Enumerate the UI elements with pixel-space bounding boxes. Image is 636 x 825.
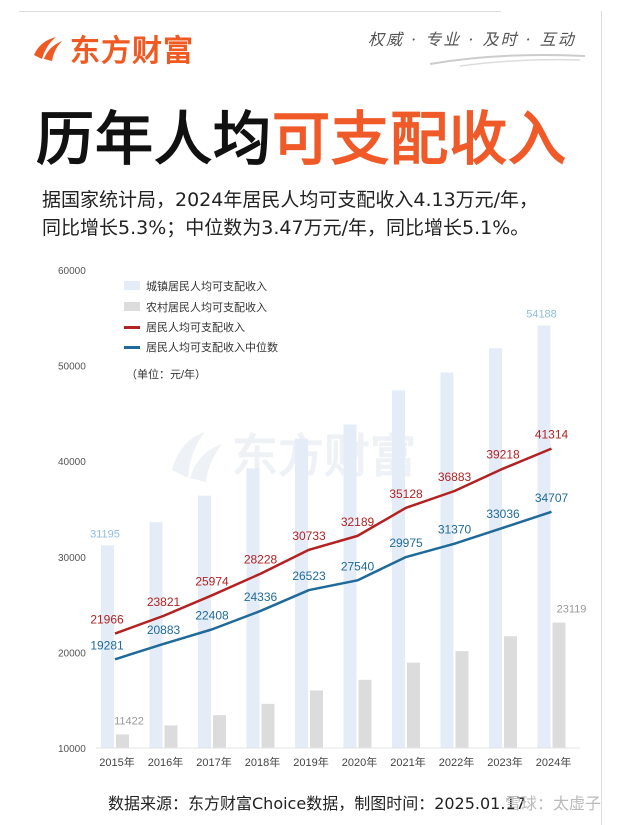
rural-bar xyxy=(504,636,517,748)
mean-point-label: 21966 xyxy=(90,613,124,627)
slogan: 权威 · 专业 · 及时 · 互动 xyxy=(368,30,576,49)
median-line xyxy=(114,510,552,661)
rural-bar xyxy=(310,690,323,748)
x-tick-label: 2018年 xyxy=(245,755,280,769)
x-tick-label: 2024年 xyxy=(536,755,571,769)
urban-bar xyxy=(149,522,163,748)
legend-label: 农村居民人均可支配收入 xyxy=(146,300,267,314)
legend-swatch-urban xyxy=(124,281,140,290)
brand-swoosh-icon xyxy=(34,37,62,61)
title-black-part: 历年人均 xyxy=(36,105,273,173)
y-tick-label: 30000 xyxy=(58,553,86,564)
y-tick-label: 10000 xyxy=(58,744,86,755)
urban-bar xyxy=(537,325,551,748)
urban-bar xyxy=(343,424,357,748)
urban-bar-label: 31195 xyxy=(90,528,120,540)
legend-swatch-rural xyxy=(124,302,140,311)
median-point-label: 29975 xyxy=(389,536,423,550)
subtitle-line: 同比增长5.3%；中位数为3.47万元/年，同比增长5.1%。 xyxy=(42,217,530,239)
slogan-swoosh xyxy=(429,54,586,67)
data-source: 数据来源：东方财富Choice数据，制图时间：2025.01.17 xyxy=(108,794,526,813)
median-point-label: 27540 xyxy=(341,559,375,573)
x-tick-label: 2016年 xyxy=(148,755,183,769)
legend-swatch-mean xyxy=(124,326,140,329)
median-point-label: 33036 xyxy=(486,507,520,521)
x-tick-label: 2022年 xyxy=(439,755,474,769)
mean-point-label: 23821 xyxy=(147,595,181,609)
page-title: 历年人均可支配收入 xyxy=(36,92,567,176)
mean-line xyxy=(114,447,552,635)
frame-border xyxy=(19,11,501,12)
mean-point-label: 28228 xyxy=(244,553,278,567)
x-tick-label: 2021年 xyxy=(390,755,425,769)
legend-label: 居民人均可支配收入中位数 xyxy=(146,340,278,354)
rural-bar xyxy=(261,703,275,748)
x-tick-label: 2015年 xyxy=(99,755,134,769)
median-point-label: 31370 xyxy=(438,523,472,537)
y-tick-label: 40000 xyxy=(58,457,86,468)
y-tick-label: 50000 xyxy=(58,362,86,373)
chart-watermark: 东方财富 xyxy=(172,430,416,482)
legend-label: 城镇居民人均可支配收入 xyxy=(146,279,267,293)
x-tick-label: 2020年 xyxy=(342,755,377,769)
rural-bar xyxy=(213,715,226,748)
rural-bar xyxy=(455,651,469,748)
median-point-label: 26523 xyxy=(292,569,326,583)
median-point-label: 19281 xyxy=(90,638,124,652)
title-orange-part: 可支配收入 xyxy=(272,105,568,173)
rural-bar xyxy=(407,662,420,748)
median-point-label: 22408 xyxy=(195,608,229,622)
median-point-label: 34707 xyxy=(535,491,569,505)
mean-point-label: 30733 xyxy=(292,529,326,543)
mean-point-label: 25974 xyxy=(195,574,229,588)
brand-name: 东方财富 xyxy=(70,34,194,69)
y-tick-label: 60000 xyxy=(58,266,86,277)
unit-note: （单位：元/年） xyxy=(126,367,206,381)
urban-bar xyxy=(101,545,114,748)
x-tick-label: 2019年 xyxy=(293,755,328,769)
rural-bar-label: 11422 xyxy=(114,715,144,727)
legend-swatch-median xyxy=(124,346,140,349)
urban-bar xyxy=(489,348,502,748)
legend-label: 居民人均可支配收入 xyxy=(146,320,245,334)
urban-bar xyxy=(246,468,260,748)
median-point-label: 20883 xyxy=(147,623,181,637)
urban-bar xyxy=(392,390,405,748)
watermark-xueqiu: 雪球：太虚子 xyxy=(505,794,602,813)
mean-point-label: 39218 xyxy=(486,448,520,462)
rural-bar xyxy=(552,622,566,748)
mean-point-label: 35128 xyxy=(389,487,423,501)
watermark-text: 东方财富 xyxy=(232,430,416,482)
rural-bar xyxy=(358,679,372,748)
urban-bar xyxy=(440,372,454,748)
frame-border xyxy=(601,11,602,825)
subtitle-line: 据国家统计局，2024年居民人均可支配收入4.13万元/年， xyxy=(42,189,539,211)
mean-point-label: 32189 xyxy=(341,515,375,529)
median-point-label: 24336 xyxy=(244,590,278,604)
mean-point-label: 41314 xyxy=(535,428,569,442)
y-tick-label: 20000 xyxy=(58,648,86,659)
x-tick-label: 2023年 xyxy=(487,755,522,769)
rural-bar-label: 23119 xyxy=(557,604,587,616)
x-tick-label: 2017年 xyxy=(196,755,231,769)
rural-bar xyxy=(116,734,129,748)
urban-bar-label: 54188 xyxy=(526,309,557,321)
urban-bar xyxy=(198,495,211,748)
mean-point-label: 36883 xyxy=(438,470,472,484)
brand-logo: 东方财富 xyxy=(30,26,194,70)
subtitle: 据国家统计局，2024年居民人均可支配收入4.13万元/年， 同比增长5.3%；… xyxy=(42,186,602,242)
rural-bar xyxy=(164,725,178,748)
